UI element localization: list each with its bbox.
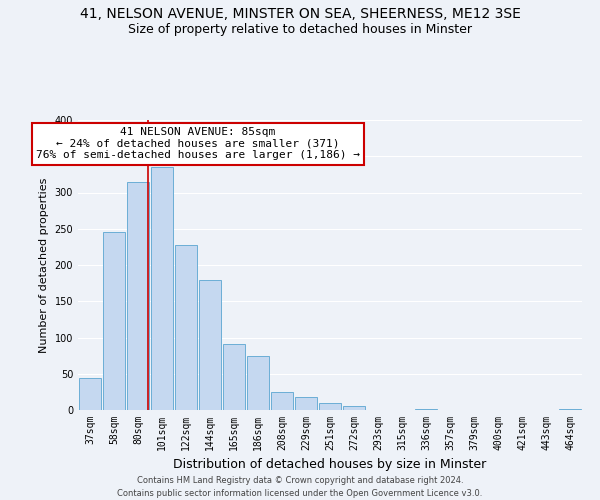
Bar [127, 182, 149, 410]
Bar [415, 408, 437, 410]
Text: Size of property relative to detached houses in Minster: Size of property relative to detached ho… [128, 22, 472, 36]
Bar [247, 356, 269, 410]
Bar [559, 408, 581, 410]
Bar [199, 280, 221, 410]
Bar [271, 392, 293, 410]
Bar [319, 403, 341, 410]
Bar [223, 344, 245, 410]
Bar [79, 378, 101, 410]
Text: 41, NELSON AVENUE, MINSTER ON SEA, SHEERNESS, ME12 3SE: 41, NELSON AVENUE, MINSTER ON SEA, SHEER… [80, 8, 520, 22]
Bar [175, 244, 197, 410]
X-axis label: Distribution of detached houses by size in Minster: Distribution of detached houses by size … [173, 458, 487, 471]
Y-axis label: Number of detached properties: Number of detached properties [39, 178, 49, 352]
Text: 41 NELSON AVENUE: 85sqm
← 24% of detached houses are smaller (371)
76% of semi-d: 41 NELSON AVENUE: 85sqm ← 24% of detache… [36, 127, 360, 160]
Bar [151, 167, 173, 410]
Text: Contains HM Land Registry data © Crown copyright and database right 2024.
Contai: Contains HM Land Registry data © Crown c… [118, 476, 482, 498]
Bar [343, 406, 365, 410]
Bar [295, 397, 317, 410]
Bar [103, 232, 125, 410]
